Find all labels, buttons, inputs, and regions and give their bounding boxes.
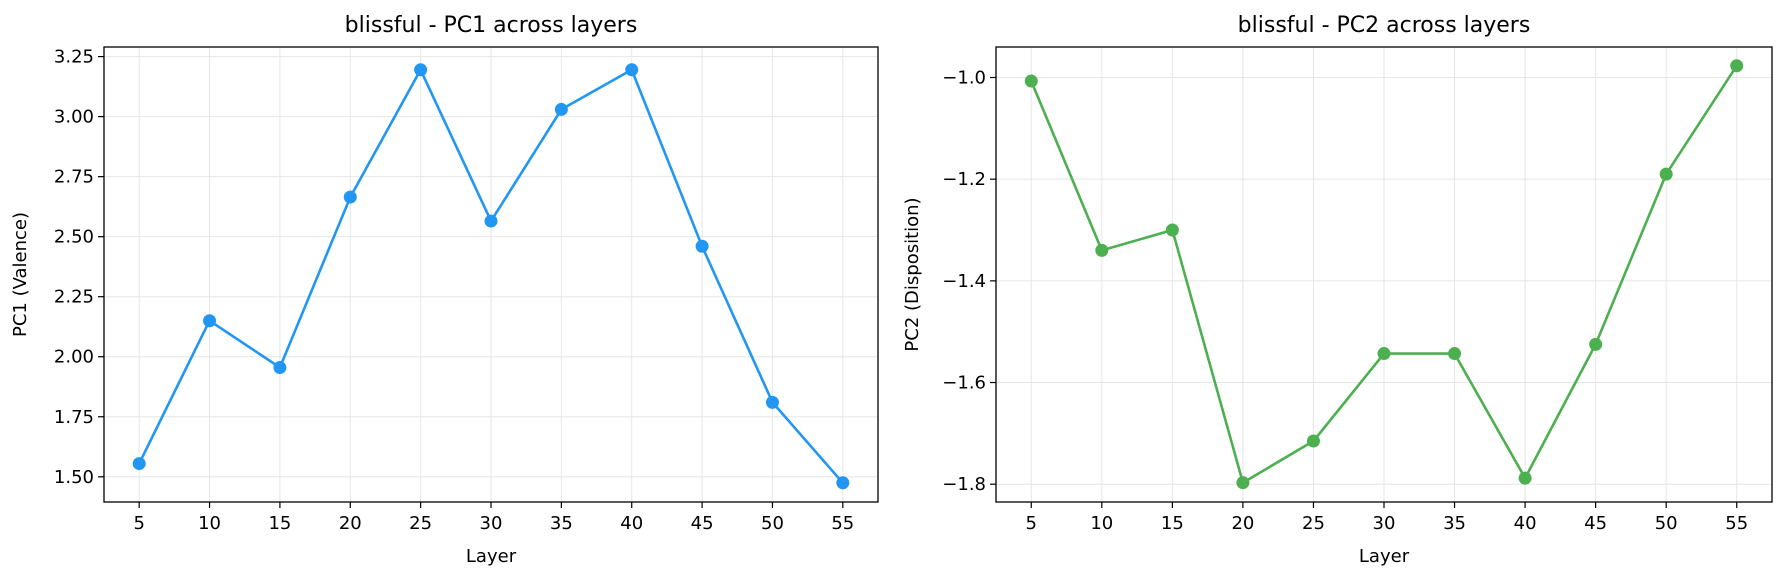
data-point — [625, 63, 639, 77]
data-point — [484, 214, 498, 228]
x-tick-label: 20 — [339, 513, 362, 534]
y-tick-label: −1.0 — [942, 68, 986, 89]
pc1-chart-panel: 5 10 15 20 25 30 35 40 45 50 55 1.50 1.75 2.00 2.25 2.5… — [10, 13, 879, 567]
x-tick-label: 25 — [1302, 513, 1325, 534]
y-tick-label: 2.00 — [54, 347, 94, 368]
y-tick-label: 1.50 — [54, 467, 94, 488]
y-tick-label: 1.75 — [54, 407, 94, 428]
y-tick-label: −1.2 — [942, 169, 986, 190]
data-point — [1165, 223, 1179, 237]
x-tick-label: 50 — [1655, 513, 1678, 534]
y-axis-label: PC2 (Disposition) — [902, 197, 923, 351]
x-tick-label: 30 — [1373, 513, 1396, 534]
axes-frame — [995, 46, 1773, 503]
data-point — [554, 102, 568, 116]
grid: 5 10 15 20 25 30 35 40 45 50 55 1.50 1.75 2.00 2.25 2.5… — [54, 47, 878, 534]
data-point — [1095, 243, 1109, 257]
data-point — [1448, 347, 1462, 361]
data-point — [765, 395, 779, 409]
x-tick-label: 25 — [409, 513, 432, 534]
x-tick-label: 35 — [1443, 513, 1466, 534]
data-point — [1589, 337, 1603, 351]
data-point — [1730, 59, 1744, 73]
y-tick-label: 3.25 — [54, 47, 94, 68]
chart-title: blissful - PC1 across layers — [345, 13, 638, 38]
data-point — [414, 63, 428, 77]
x-axis-label: Layer — [466, 546, 517, 567]
x-tick-label: 40 — [620, 513, 643, 534]
data-point — [1518, 471, 1532, 485]
data-point — [836, 476, 850, 490]
data-point — [1024, 74, 1038, 88]
data-point — [1236, 476, 1250, 490]
x-tick-label: 45 — [1584, 513, 1607, 534]
y-tick-label: −1.4 — [942, 271, 986, 292]
x-tick-label: 5 — [1026, 513, 1037, 534]
data-point — [1659, 167, 1673, 181]
pc2-chart-panel: 5 10 15 20 25 30 35 40 45 50 55 −1.8 −1.6 −1.4 −1.2 −1.… — [902, 13, 1773, 567]
data-point — [695, 239, 709, 253]
data-point — [273, 361, 287, 375]
y-tick-label: 3.00 — [54, 107, 94, 128]
data-point — [343, 190, 357, 204]
x-tick-label: 30 — [480, 513, 503, 534]
x-tick-label: 55 — [831, 513, 854, 534]
x-tick-label: 45 — [691, 513, 714, 534]
x-tick-label: 35 — [550, 513, 573, 534]
x-tick-label: 50 — [761, 513, 784, 534]
x-axis-label: Layer — [1359, 546, 1410, 567]
x-tick-label: 15 — [268, 513, 291, 534]
y-axis-label: PC1 (Valence) — [10, 212, 31, 337]
x-tick-label: 5 — [133, 513, 144, 534]
data-point — [132, 457, 146, 471]
data-point — [203, 314, 217, 328]
x-tick-label: 20 — [1231, 513, 1254, 534]
x-tick-label: 15 — [1161, 513, 1184, 534]
x-tick-label: 40 — [1514, 513, 1537, 534]
chart-title: blissful - PC2 across layers — [1238, 13, 1531, 38]
y-tick-label: −1.8 — [942, 474, 986, 495]
x-tick-label: 55 — [1725, 513, 1748, 534]
data-point — [1306, 434, 1320, 448]
axes-frame — [103, 46, 879, 503]
y-tick-label: 2.50 — [54, 227, 94, 248]
y-tick-label: 2.75 — [54, 167, 94, 188]
x-tick-label: 10 — [1090, 513, 1113, 534]
data-point — [1377, 347, 1391, 361]
y-tick-label: 2.25 — [54, 287, 94, 308]
x-tick-label: 10 — [198, 513, 221, 534]
grid: 5 10 15 20 25 30 35 40 45 50 55 −1.8 −1.6 −1.4 −1.2 −1.… — [942, 47, 1772, 534]
y-tick-label: −1.6 — [942, 373, 986, 394]
